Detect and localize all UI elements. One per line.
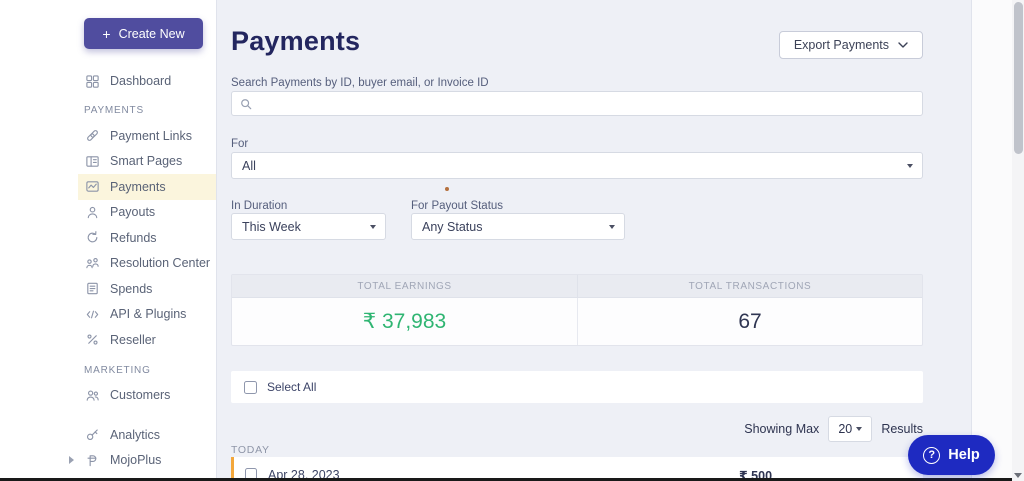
analytics-icon — [84, 427, 100, 443]
summary-table: TOTAL EARNINGS TOTAL TRANSACTIONS ₹ 37,9… — [231, 274, 923, 346]
create-new-label: Create New — [118, 26, 185, 41]
showing-max-row: Showing Max 20 Results — [744, 416, 923, 442]
summary-value-row: ₹ 37,983 67 — [232, 298, 922, 345]
total-transactions-header: TOTAL TRANSACTIONS — [577, 275, 922, 297]
sidebar-item-label: Payouts — [110, 205, 156, 220]
scrollbar-track[interactable] — [1012, 0, 1024, 481]
results-label: Results — [881, 422, 923, 436]
in-duration-label: In Duration — [231, 200, 288, 212]
smart-pages-icon — [84, 153, 100, 169]
export-payments-button[interactable]: Export Payments — [778, 31, 923, 59]
today-group-label: TODAY — [231, 444, 270, 456]
question-mark-icon: ? — [923, 446, 941, 464]
sidebar-item-customers[interactable]: Customers — [84, 383, 216, 409]
sidebar-nav: Dashboard PAYMENTS Payment Links Smart P… — [69, 70, 216, 474]
sidebar-item-label: Spends — [110, 281, 153, 296]
max-results-select[interactable]: 20 — [828, 416, 873, 442]
total-earnings-header: TOTAL EARNINGS — [357, 280, 452, 292]
max-results-value: 20 — [838, 422, 853, 436]
sidebar-item-label: Smart Pages — [110, 154, 183, 169]
scrollbar-down-arrow-icon[interactable] — [1014, 473, 1022, 478]
sidebar-section-payments: PAYMENTS — [84, 105, 144, 116]
mojoplus-icon — [84, 452, 100, 468]
dashboard-grid-icon — [84, 73, 100, 89]
sidebar-item-resolution-center[interactable]: Resolution Center — [84, 251, 216, 277]
refund-arrow-icon — [84, 230, 100, 246]
duration-select-value: This Week — [242, 219, 301, 234]
sidebar-item-reseller[interactable]: Reseller — [84, 327, 216, 353]
payout-status-label: For Payout Status — [411, 200, 504, 212]
resolution-center-icon — [84, 255, 100, 271]
sidebar-item-mojoplus[interactable]: MojoPlus — [69, 448, 216, 474]
main-content: Payments Export Payments Search Payments… — [216, 0, 972, 481]
sidebar-item-label: API & Plugins — [110, 307, 187, 322]
help-button[interactable]: ? Help — [908, 435, 995, 475]
select-all-checkbox[interactable] — [244, 380, 257, 394]
sidebar-item-label: Reseller — [110, 332, 156, 347]
payouts-icon — [84, 204, 100, 220]
total-earnings-value: ₹ 37,983 — [362, 310, 447, 333]
caret-down-icon — [907, 163, 913, 168]
plus-icon: + — [102, 25, 111, 42]
sidebar-item-label: Payments — [110, 179, 166, 194]
bottom-edge-bar — [0, 478, 1012, 481]
sidebar-item-refunds[interactable]: Refunds — [84, 225, 216, 251]
caret-down-icon — [370, 224, 376, 229]
summary-header-row: TOTAL EARNINGS TOTAL TRANSACTIONS — [232, 275, 922, 298]
spends-receipt-icon — [84, 281, 100, 297]
sidebar-item-label: Refunds — [110, 230, 157, 245]
for-select[interactable]: All — [231, 152, 923, 179]
expand-arrow-icon[interactable] — [69, 456, 74, 465]
sidebar-item-label: Resolution Center — [110, 256, 211, 271]
cursor-dot — [445, 187, 449, 191]
transaction-date: Apr 28, 2023 — [268, 468, 340, 481]
right-gutter — [972, 0, 1012, 481]
for-label: For — [231, 138, 249, 150]
chevron-down-icon — [898, 42, 908, 48]
search-icon — [240, 97, 252, 110]
payments-chart-icon — [84, 179, 100, 195]
caret-down-icon — [856, 427, 863, 431]
duration-select[interactable]: This Week — [231, 213, 386, 240]
export-payments-label: Export Payments — [793, 38, 889, 52]
help-label: Help — [948, 447, 980, 463]
payout-status-select-value: Any Status — [422, 219, 483, 234]
select-all-label: Select All — [267, 380, 317, 394]
sidebar: + Create New Dashboard PAYMENTS Payment … — [0, 0, 216, 481]
sidebar-item-payouts[interactable]: Payouts — [84, 200, 216, 226]
for-select-value: All — [242, 158, 256, 173]
create-new-button[interactable]: + Create New — [84, 18, 203, 49]
page-title: Payments — [231, 26, 361, 56]
sidebar-item-payments[interactable]: Payments — [78, 174, 216, 200]
code-icon — [84, 306, 100, 322]
showing-max-label: Showing Max — [744, 422, 820, 436]
customers-icon — [84, 387, 100, 403]
search-label: Search Payments by ID, buyer email, or I… — [231, 77, 489, 89]
sidebar-item-dashboard[interactable]: Dashboard — [84, 70, 216, 92]
search-input[interactable] — [231, 91, 923, 116]
select-all-bar: Select All — [231, 371, 923, 403]
sidebar-item-analytics[interactable]: Analytics — [84, 422, 216, 448]
sidebar-item-smart-pages[interactable]: Smart Pages — [84, 149, 216, 175]
sidebar-item-label: Payment Links — [110, 128, 192, 143]
sidebar-item-api-plugins[interactable]: API & Plugins — [84, 302, 216, 328]
sidebar-item-label: MojoPlus — [110, 453, 162, 468]
caret-down-icon — [609, 224, 615, 229]
sidebar-item-label: Customers — [110, 388, 171, 403]
sidebar-section-marketing: MARKETING — [84, 364, 151, 376]
sidebar-item-label: Dashboard — [110, 74, 172, 88]
sidebar-item-payment-links[interactable]: Payment Links — [84, 123, 216, 149]
scrollbar-thumb[interactable] — [1013, 2, 1023, 154]
sidebar-item-label: Analytics — [110, 427, 161, 442]
total-transactions-value: 67 — [577, 298, 922, 345]
percent-icon — [84, 332, 100, 348]
sidebar-item-spends[interactable]: Spends — [84, 276, 216, 302]
link-icon — [84, 128, 100, 144]
payout-status-select[interactable]: Any Status — [411, 213, 625, 240]
search-field — [231, 91, 923, 116]
